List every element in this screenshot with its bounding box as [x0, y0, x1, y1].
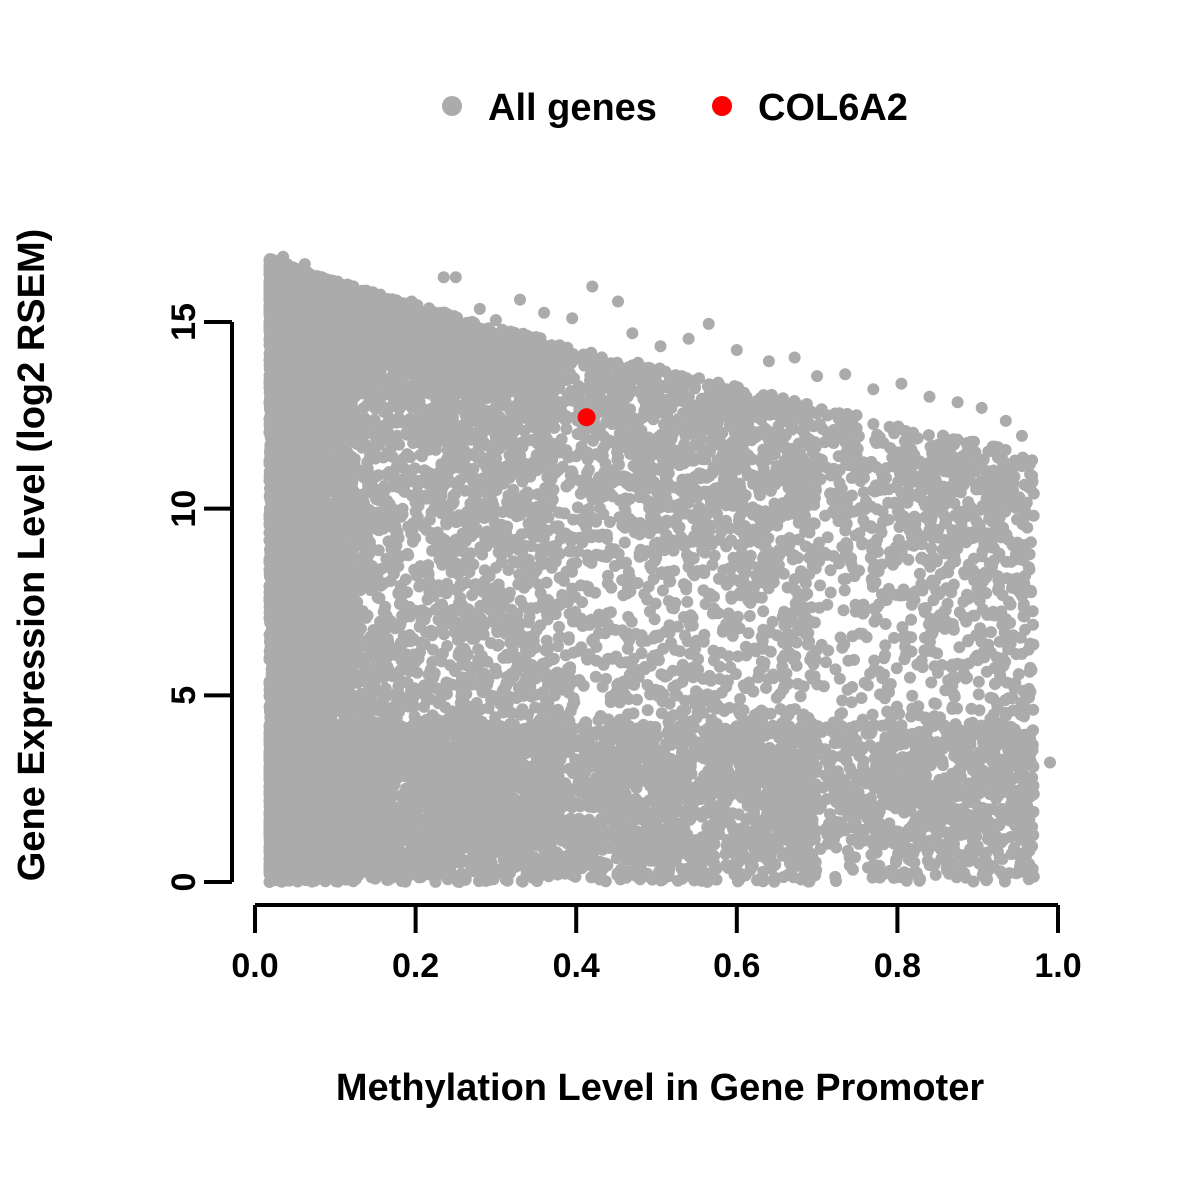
x-axis-title: Methylation Level in Gene Promoter [336, 1067, 984, 1109]
y-tick-label: 0 [165, 873, 203, 892]
x-tick-label: 0.2 [392, 947, 439, 985]
x-tick-label: 0.4 [553, 947, 600, 985]
y-tick-label: 10 [165, 490, 203, 528]
x-tick-label: 0.0 [231, 947, 278, 985]
series-all-genes-points [263, 250, 1056, 888]
x-tick-label: 0.8 [874, 947, 921, 985]
legend-label-all-genes: All genes [488, 87, 657, 129]
legend-label-col6a2: COL6A2 [758, 87, 908, 129]
y-tick-label: 15 [165, 303, 203, 341]
legend: All genes COL6A2 [442, 87, 908, 129]
y-tick-label: 5 [165, 686, 203, 705]
x-tick-label: 0.6 [713, 947, 760, 985]
y-axis-title: Gene Expression Level (log2 RSEM) [11, 229, 53, 882]
legend-marker-all-genes [442, 96, 462, 116]
x-tick-label: 1.0 [1034, 947, 1081, 985]
col6a2-point [577, 408, 596, 427]
series-col6a2-points [577, 408, 596, 427]
axes: 0.0 0.2 0.4 0.6 0.8 1.0 0 5 10 15 [165, 303, 1082, 985]
legend-marker-col6a2 [712, 96, 732, 116]
